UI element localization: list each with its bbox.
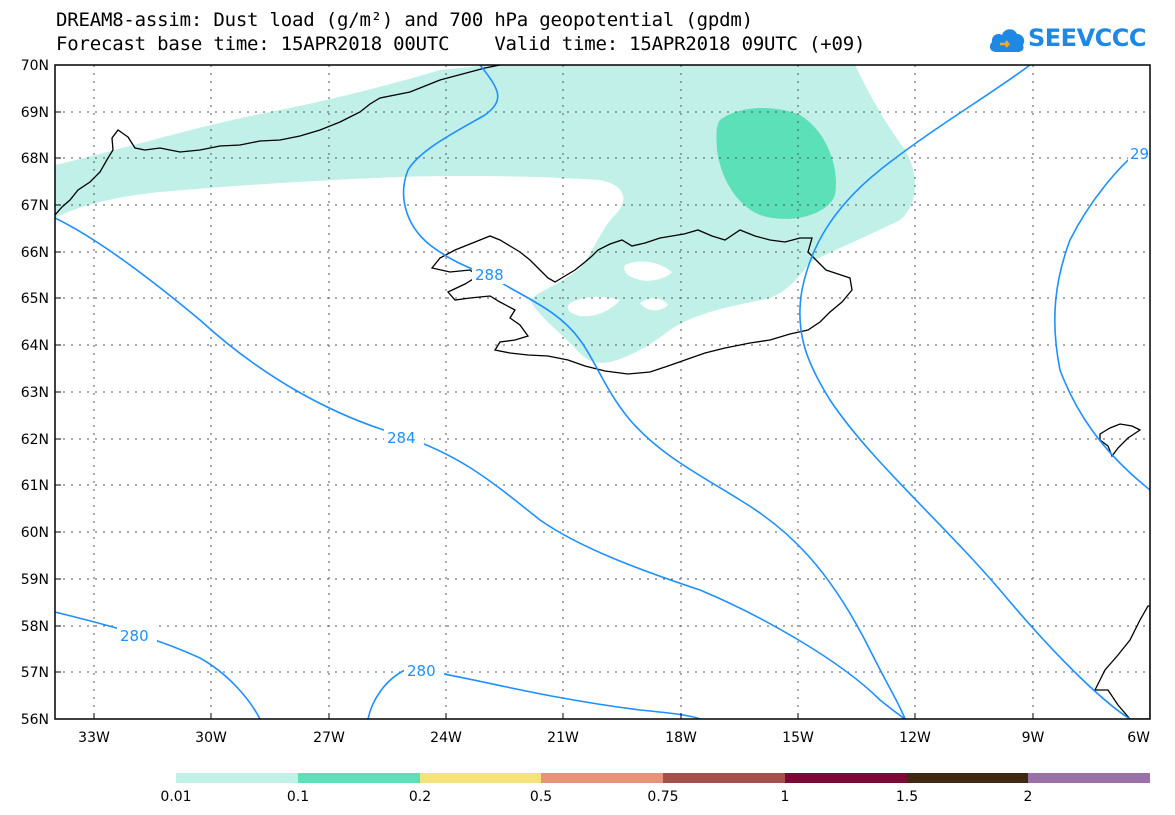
contour-280-west [55, 611, 261, 719]
colorbar-swatch [420, 773, 541, 783]
lat-labels: 70N 69N 68N 67N 66N 65N 64N 63N 62N 61N … [21, 58, 49, 728]
lat-label: 69N [21, 105, 49, 121]
lon-axis [93, 713, 1034, 719]
lat-label: 56N [21, 712, 49, 728]
lat-label: 64N [21, 338, 49, 354]
colorbar-swatch [541, 773, 663, 783]
dust-gap-3 [640, 298, 668, 311]
coastlines [55, 65, 1150, 719]
lon-gridlines [93, 65, 1034, 719]
dust-gap-2 [567, 296, 620, 317]
colorbar-label: 0.1 [287, 789, 309, 805]
contour-label-280-mid: 280 [407, 662, 436, 680]
colorbar [176, 773, 1150, 783]
lat-label: 57N [21, 665, 49, 681]
colorbar-label: 0.75 [647, 789, 678, 805]
colorbar-label: 0.5 [530, 789, 552, 805]
lat-label: 66N [21, 245, 49, 261]
lon-label: 6W [1127, 730, 1150, 746]
colorbar-label: 0.2 [409, 789, 431, 805]
contour-284 [55, 217, 906, 719]
contour-29x-far-east [1054, 149, 1150, 491]
faroe-islands-coast [1099, 423, 1142, 458]
contour-label-288: 288 [475, 266, 504, 284]
lat-label: 63N [21, 385, 49, 401]
lat-label: 67N [21, 198, 49, 214]
iceland-coast [430, 229, 853, 375]
logo-text: SEEVCCC [1028, 24, 1147, 52]
contour-label-280-west: 280 [120, 627, 149, 645]
lon-label: 15W [782, 730, 814, 746]
colorbar-swatch [663, 773, 785, 783]
cloud-icon [989, 29, 1025, 52]
lat-label: 59N [21, 572, 49, 588]
greenland-coast [55, 65, 501, 216]
lon-label: 24W [430, 730, 462, 746]
colorbar-label: 0.01 [160, 789, 191, 805]
colorbar-swatch [176, 773, 298, 783]
colorbar-label: 2 [1024, 789, 1033, 805]
colorbar-label: 1.5 [896, 789, 918, 805]
colorbar-swatch [785, 773, 907, 783]
colorbar-labels: 0.01 0.1 0.2 0.5 0.75 1 1.5 2 [160, 789, 1032, 805]
lon-label: 18W [665, 730, 697, 746]
lon-label: 33W [78, 730, 110, 746]
contour-288 [402, 65, 906, 719]
lon-labels: 33W 30W 27W 24W 21W 18W 15W 12W 9W 6W [78, 730, 1150, 746]
lat-axis [55, 64, 61, 720]
contour-290-east [799, 65, 1131, 719]
contour-label-284: 284 [387, 429, 416, 447]
colorbar-swatch [1028, 773, 1150, 783]
lat-label: 62N [21, 432, 49, 448]
seevccc-logo: SEEVCCC [988, 20, 1163, 60]
lon-label: 9W [1022, 730, 1045, 746]
dust-gap-1 [624, 261, 672, 281]
contour-label-group: 288 284 280 280 29 [117, 143, 1150, 680]
lat-label: 70N [21, 58, 49, 74]
lat-label: 61N [21, 478, 49, 494]
lat-label: 60N [21, 525, 49, 541]
lat-label: 68N [21, 151, 49, 167]
lon-label: 27W [313, 730, 345, 746]
lat-gridlines [55, 111, 1150, 673]
lat-label: 58N [21, 619, 49, 635]
colorbar-swatch [298, 773, 420, 783]
lon-label: 30W [195, 730, 227, 746]
lon-label: 12W [899, 730, 931, 746]
geopotential-contours [55, 65, 1150, 719]
scotland-coast [1093, 605, 1150, 719]
colorbar-swatch [907, 773, 1028, 783]
contour-label-29: 29 [1130, 145, 1149, 163]
lat-label: 65N [21, 291, 49, 307]
colorbar-label: 1 [781, 789, 790, 805]
map-subtitle: Forecast base time: 15APR2018 00UTC Vali… [56, 33, 866, 55]
lon-label: 21W [547, 730, 579, 746]
dust-area-low [55, 65, 916, 363]
map-title: DREAM8-assim: Dust load (g/m²) and 700 h… [56, 9, 753, 31]
contour-280-mid [367, 669, 701, 719]
dust-area-mid [716, 108, 836, 219]
